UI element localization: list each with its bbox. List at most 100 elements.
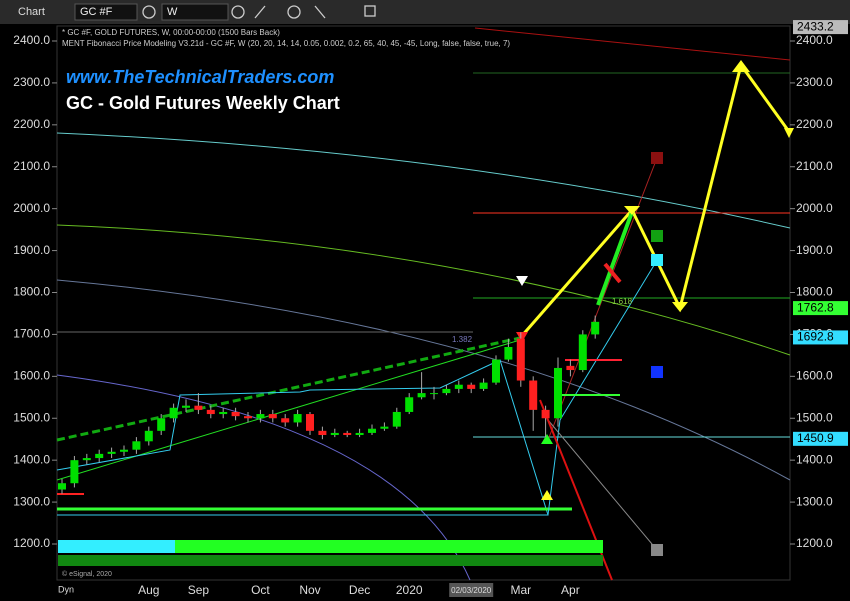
cursor-date-box	[449, 583, 494, 597]
y-tick-label: 1900.0	[13, 243, 50, 257]
footer: © eSignal, 2020	[62, 570, 112, 578]
price-label-box	[793, 431, 848, 446]
y-tick-label: 2100.0	[13, 159, 50, 173]
y-tick-label: 2400.0	[13, 33, 50, 47]
interval: W	[167, 6, 178, 18]
candle-body	[541, 409, 550, 419]
y-tick-label: 1200.0	[796, 536, 833, 550]
symbol-box[interactable]	[74, 3, 138, 21]
candle-body	[504, 346, 513, 360]
title: GC - Gold Futures Weekly Chart	[66, 93, 340, 113]
candle-body	[405, 397, 414, 412]
candle-body	[467, 384, 476, 389]
candle-body	[479, 382, 488, 389]
price-label-box	[793, 301, 848, 316]
candle-body	[206, 409, 215, 415]
candle-body	[182, 405, 190, 408]
price-label: 1762.8	[797, 300, 834, 314]
x-tick-label: Aug	[138, 583, 159, 597]
candle-body	[516, 338, 525, 381]
y-tick-label: 2200.0	[796, 117, 833, 131]
y-tick-label: 2000.0	[13, 201, 50, 215]
interval-box[interactable]	[161, 3, 229, 21]
candle-body	[578, 334, 587, 371]
y-tick-label: 2000.0	[796, 201, 833, 215]
y-tick-label: 1500.0	[13, 410, 50, 424]
y-tick-label: 1600.0	[796, 369, 833, 383]
toolbar-icons[interactable]	[142, 5, 376, 19]
candle-body	[529, 380, 538, 410]
symbol: GC #F	[80, 6, 113, 18]
y-tick-label: 2400.0	[796, 33, 833, 47]
fib-label: 1.618	[612, 297, 633, 306]
candle-body	[454, 384, 463, 389]
app-label: Chart	[18, 6, 45, 18]
x-tick-label: Apr	[561, 583, 580, 597]
y-tick-label: 1500.0	[796, 410, 833, 424]
site: www.TheTechnicalTraders.com	[66, 67, 334, 87]
candle-body	[58, 483, 66, 490]
candle-body	[231, 411, 240, 417]
candle-body	[281, 418, 290, 423]
y-tick-label: 1400.0	[796, 452, 833, 466]
x-tick-label: Dec	[349, 583, 370, 597]
y-tick-label: 1800.0	[796, 285, 833, 299]
candle-body	[566, 365, 575, 371]
candle-body	[492, 359, 500, 383]
candle-body	[120, 449, 128, 452]
x-tick-label: Sep	[188, 583, 210, 597]
y-tick-label: 1800.0	[13, 285, 50, 299]
y-tick-label: 2300.0	[796, 75, 833, 89]
candle-body	[144, 430, 153, 442]
candle-body	[219, 411, 228, 415]
x-tick-label: 02/03/2020	[451, 586, 492, 595]
candle-body	[95, 453, 104, 459]
price-label-box	[793, 20, 848, 35]
price-label: 2433.2	[797, 19, 834, 33]
y-tick-label: 1700.0	[13, 327, 50, 341]
candle-body	[306, 414, 314, 431]
x-tick-label: Oct	[251, 583, 270, 597]
candle-body	[244, 416, 252, 419]
candle-body	[554, 367, 562, 419]
candle-body	[256, 414, 265, 419]
info-line: * GC #F, GOLD FUTURES, W, 00:00-00:00 (1…	[62, 28, 280, 37]
candle-body	[355, 432, 364, 436]
candle-body	[70, 460, 79, 484]
plot-area	[56, 25, 791, 581]
fib-label: 1.382	[452, 335, 473, 344]
candle-body	[392, 411, 401, 427]
price-label: 1450.9	[797, 431, 834, 445]
y-tick-label: 2100.0	[796, 159, 833, 173]
candle-body	[132, 441, 141, 450]
candle-body	[330, 432, 339, 436]
candle-body	[293, 414, 302, 423]
price-label: 1692.8	[797, 330, 834, 344]
candle-body	[417, 393, 426, 398]
y-tick-label: 1300.0	[796, 494, 833, 508]
toolbar	[0, 0, 850, 24]
candle-body	[430, 393, 438, 395]
candle-body	[107, 451, 116, 454]
candle-body	[157, 418, 166, 431]
candle-body	[591, 321, 600, 335]
candle-body	[380, 426, 389, 429]
markers	[516, 60, 794, 556]
signal-bars	[58, 540, 603, 566]
corner-label: Dyn	[58, 584, 74, 594]
candle-body	[343, 432, 352, 436]
y-tick-label: 1900.0	[796, 243, 833, 257]
x-tick-label: Mar	[510, 583, 531, 597]
y-tick-label: 1300.0	[13, 494, 50, 508]
candle-body	[194, 405, 203, 410]
x-tick-label: Nov	[299, 583, 320, 597]
info-line: MENT Fibonacci Price Modeling V3.21d - G…	[62, 39, 510, 48]
candle-body	[442, 388, 451, 394]
y-tick-label: 2300.0	[13, 75, 50, 89]
candle-body	[268, 414, 277, 419]
y-tick-label: 1600.0	[13, 369, 50, 383]
x-tick-label: 2020	[396, 583, 423, 597]
candle-body	[82, 458, 91, 461]
